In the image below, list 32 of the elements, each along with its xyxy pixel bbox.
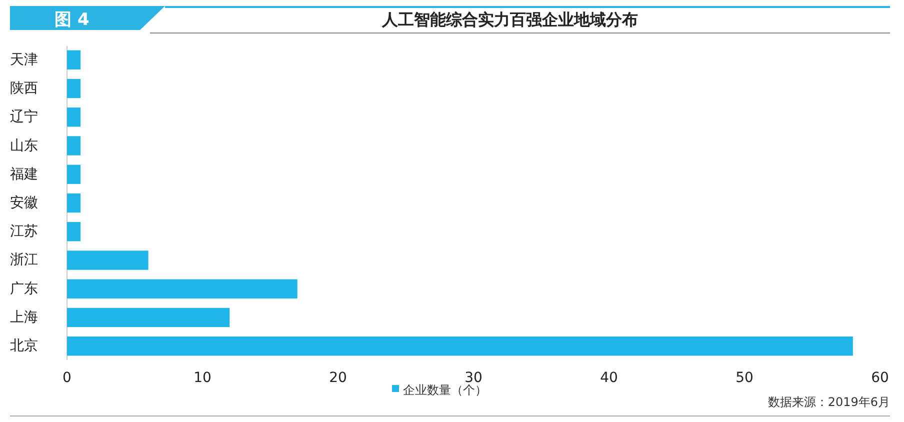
y-tick-label: 辽宁	[10, 109, 38, 126]
chart-title: 人工智能综合实力百强企业地域分布	[381, 10, 638, 29]
bar	[67, 78, 81, 98]
y-tick-label: 福建	[10, 166, 38, 182]
x-tick-label: 10	[194, 370, 212, 386]
y-tick-label: 浙江	[10, 252, 38, 268]
bar	[67, 136, 81, 156]
bar	[67, 308, 230, 328]
legend-label: 企业数量（个）	[403, 383, 487, 397]
y-tick-label: 广东	[10, 280, 38, 297]
bar	[67, 108, 81, 127]
x-tick-label: 20	[329, 370, 347, 386]
x-tick-label: 0	[62, 370, 72, 386]
y-tick-label: 天津	[10, 52, 38, 68]
y-tick-label: 上海	[10, 309, 38, 326]
y-tick-label: 北京	[10, 338, 38, 354]
bar	[67, 50, 81, 70]
x-tick-label: 40	[600, 370, 618, 386]
x-tick-label: 60	[871, 370, 889, 386]
y-tick-label: 陕西	[10, 80, 38, 97]
bar	[67, 222, 81, 242]
y-tick-label: 山东	[10, 138, 38, 154]
caption: 图 4	[54, 10, 90, 30]
y-tick-label: 安徽	[10, 195, 38, 211]
y-tick-label: 江苏	[10, 224, 38, 240]
bar	[67, 164, 81, 184]
bar	[67, 193, 81, 213]
bar	[67, 250, 148, 270]
x-tick-label: 50	[736, 370, 754, 386]
bar	[67, 279, 298, 298]
bar	[67, 336, 853, 356]
source-note: 数据来源：2019年6月	[768, 395, 890, 409]
